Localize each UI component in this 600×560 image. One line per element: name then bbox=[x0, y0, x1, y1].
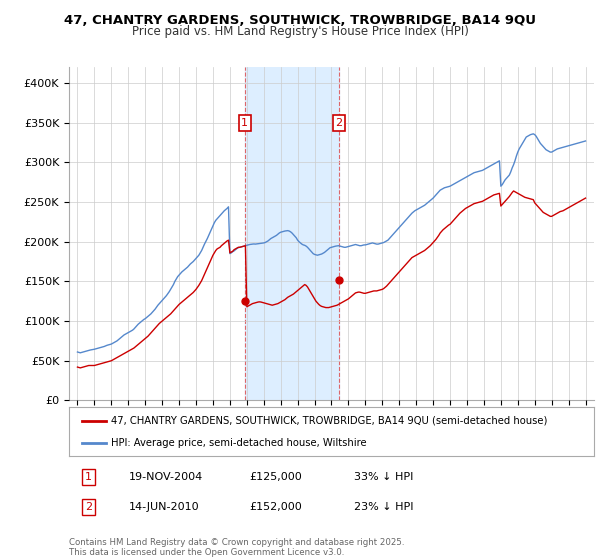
Text: Contains HM Land Registry data © Crown copyright and database right 2025.
This d: Contains HM Land Registry data © Crown c… bbox=[69, 538, 404, 557]
Text: 19-NOV-2004: 19-NOV-2004 bbox=[129, 472, 203, 482]
Text: 47, CHANTRY GARDENS, SOUTHWICK, TROWBRIDGE, BA14 9QU: 47, CHANTRY GARDENS, SOUTHWICK, TROWBRID… bbox=[64, 14, 536, 27]
Text: 14-JUN-2010: 14-JUN-2010 bbox=[129, 502, 200, 512]
Bar bbox=[245, 67, 339, 400]
Text: £152,000: £152,000 bbox=[249, 502, 302, 512]
Text: 47, CHANTRY GARDENS, SOUTHWICK, TROWBRIDGE, BA14 9QU (semi-detached house): 47, CHANTRY GARDENS, SOUTHWICK, TROWBRID… bbox=[111, 416, 547, 426]
Text: HPI: Average price, semi-detached house, Wiltshire: HPI: Average price, semi-detached house,… bbox=[111, 437, 367, 447]
Text: 23% ↓ HPI: 23% ↓ HPI bbox=[354, 502, 413, 512]
Text: 2: 2 bbox=[335, 118, 343, 128]
Text: 1: 1 bbox=[85, 472, 92, 482]
Text: Price paid vs. HM Land Registry's House Price Index (HPI): Price paid vs. HM Land Registry's House … bbox=[131, 25, 469, 38]
Text: 33% ↓ HPI: 33% ↓ HPI bbox=[354, 472, 413, 482]
Text: £125,000: £125,000 bbox=[249, 472, 302, 482]
Text: 2: 2 bbox=[85, 502, 92, 512]
Text: 1: 1 bbox=[241, 118, 248, 128]
